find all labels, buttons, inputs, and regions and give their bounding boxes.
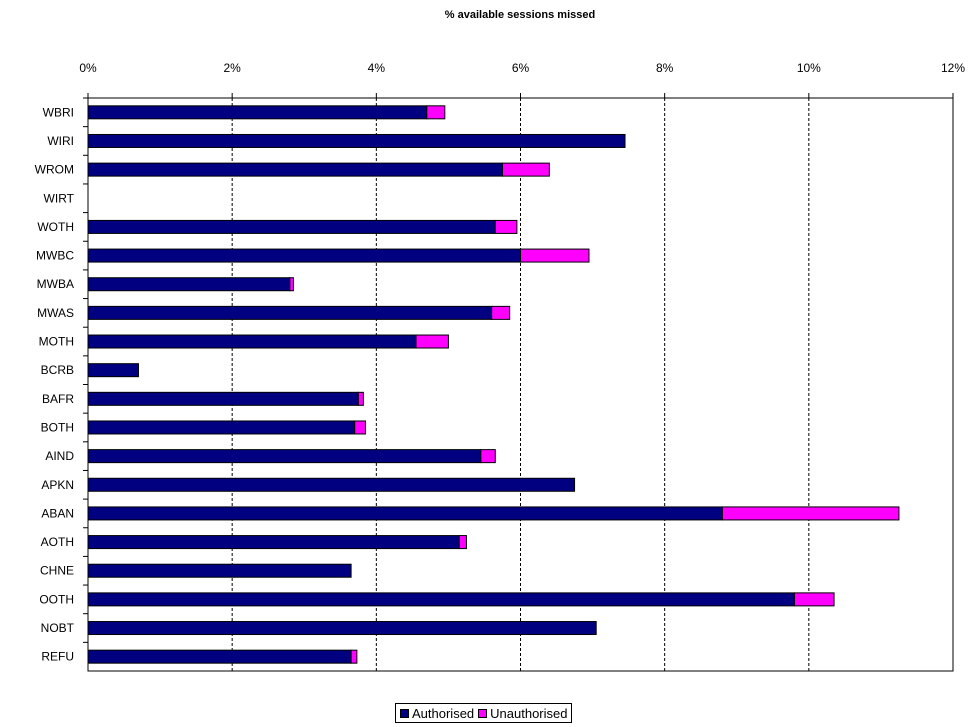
bar-authorised — [87, 334, 417, 349]
bar-authorised — [87, 133, 626, 148]
bar-authorised — [87, 477, 576, 492]
category-label: MOTH — [39, 335, 74, 349]
bar-authorised — [87, 621, 597, 636]
legend-swatch-unauthorised — [478, 708, 488, 718]
y-axis-categories: WBRI WIRI WROM WIRT WOTH MWBC MWBA MWAS MOTH BCRB… — [35, 97, 88, 664]
bar-authorised — [87, 162, 503, 177]
bar-authorised — [87, 305, 493, 320]
bar-unauthorised — [501, 162, 550, 177]
bar-authorised — [87, 506, 723, 521]
bar-authorised — [87, 420, 356, 435]
x-tick-label: 4% — [368, 61, 386, 75]
category-label: WBRI — [43, 105, 74, 119]
category-label: OOTH — [39, 592, 74, 606]
x-tick-label: 2% — [223, 61, 241, 75]
category-label: NOBT — [41, 621, 75, 635]
legend-label-authorised: Authorised — [412, 705, 475, 721]
bar-unauthorised — [494, 219, 518, 234]
x-axis-ticks: 0% 2% 4% 6% 8% 10% 12% — [79, 61, 965, 98]
bar-authorised — [87, 563, 352, 578]
bar-authorised — [87, 449, 482, 464]
category-label: WIRT — [44, 191, 75, 205]
bar-unauthorised — [480, 449, 496, 464]
legend: Authorised Unauthorised — [395, 703, 573, 723]
bar-authorised — [87, 649, 352, 664]
bar-authorised — [87, 248, 521, 263]
bar-authorised — [87, 105, 428, 120]
bar-unauthorised — [354, 420, 367, 435]
category-label: WOTH — [37, 220, 74, 234]
category-label: MWAS — [37, 306, 74, 320]
category-label: WROM — [35, 163, 74, 177]
bar-authorised — [87, 592, 795, 607]
category-label: ABAN — [41, 506, 74, 520]
category-label: MWBA — [37, 277, 74, 291]
bar-authorised — [87, 535, 460, 550]
bar-authorised — [87, 277, 291, 292]
bar-unauthorised — [350, 649, 358, 664]
bar-unauthorised — [721, 506, 900, 521]
legend-swatch-authorised — [400, 708, 409, 718]
x-tick-label: 8% — [656, 61, 674, 75]
category-label: APKN — [41, 478, 74, 492]
x-tick-label: 12% — [941, 61, 965, 75]
bar-authorised — [87, 391, 359, 406]
bar-unauthorised — [289, 277, 294, 292]
category-label: AIND — [45, 449, 74, 463]
bars — [87, 105, 900, 664]
category-label: CHNE — [40, 564, 74, 578]
category-label: WIRI — [47, 134, 74, 148]
bar-unauthorised — [426, 105, 446, 120]
category-label: BAFR — [42, 392, 74, 406]
bar-unauthorised — [793, 592, 835, 607]
chart-title: % available sessions missed — [445, 9, 595, 21]
legend-label-unauthorised: Unauthorised — [490, 705, 568, 721]
bar-unauthorised — [458, 535, 467, 550]
plot-area-frame — [87, 97, 954, 672]
bar-unauthorised — [357, 391, 364, 406]
legend-item-authorised: Authorised — [400, 706, 474, 721]
bar-unauthorised — [415, 334, 449, 349]
x-tick-label: 10% — [797, 61, 821, 75]
category-label: AOTH — [41, 535, 74, 549]
category-label: REFU — [41, 650, 74, 664]
bar-authorised — [87, 363, 139, 378]
legend-item-unauthorised: Unauthorised — [478, 706, 567, 721]
bar-authorised — [87, 219, 496, 234]
bar-unauthorised — [520, 248, 590, 263]
category-label: BCRB — [41, 363, 74, 377]
category-label: MWBC — [36, 249, 74, 263]
bar-unauthorised — [491, 305, 511, 320]
x-tick-label: 0% — [79, 61, 97, 75]
gridlines — [231, 98, 810, 671]
category-label: BOTH — [41, 420, 74, 434]
x-tick-label: 6% — [512, 61, 530, 75]
